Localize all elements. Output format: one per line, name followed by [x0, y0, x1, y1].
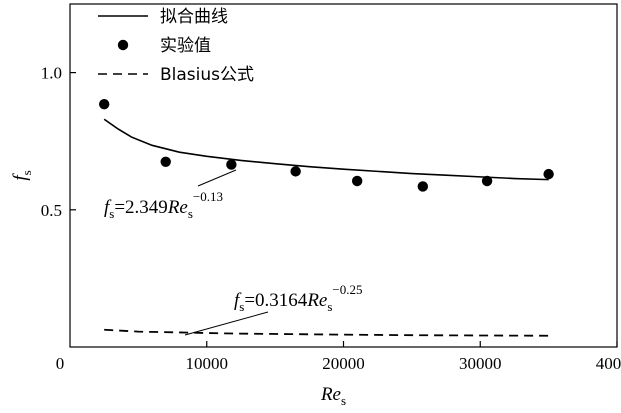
fit-equation-f: f [104, 197, 112, 218]
fit-equation-re-sub: s [188, 206, 193, 221]
blasius-equation: fs=0.3164Res−0.25 [234, 282, 363, 314]
legend-swatch-marker [117, 39, 129, 51]
legend-label: 实验值 [160, 36, 211, 56]
experimental-point [290, 166, 301, 177]
experimental-point [98, 98, 110, 110]
blasius-equation-f: f [234, 290, 242, 311]
y-axis-label: fs [10, 170, 34, 180]
fit-equation-f-sub: s [109, 206, 114, 221]
y-axis-label-sub: s [19, 170, 34, 175]
y-tick-label: 1.0 [41, 64, 62, 83]
x-tick-label: 10000 [186, 354, 229, 373]
blasius-dashed-line [104, 328, 549, 337]
fit-equation: fs=2.349Res−0.13 [104, 189, 223, 221]
blasius-equation-exp: −0.25 [332, 282, 362, 297]
legend-label: 拟合曲线 [160, 7, 228, 27]
legend-label: Blasius公式 [160, 65, 254, 85]
experimental-point [351, 175, 363, 187]
x-tick-label: 30000 [459, 354, 502, 373]
x-tick-label: 20000 [322, 354, 365, 373]
blasius-equation-re: Re [306, 290, 327, 311]
x-axis-label: Res [320, 384, 346, 408]
axis-ticks: 10000 20000 30000 40000 0.5 1.0 [41, 64, 621, 373]
fit-equation-exp: −0.13 [193, 189, 223, 204]
experimental-point [543, 168, 554, 180]
experimental-point [417, 181, 429, 192]
experimental-point [481, 175, 493, 187]
experimental-point [160, 156, 171, 167]
y-axis-label-main: f [10, 173, 31, 181]
fit-equation-re: Re [167, 197, 188, 218]
blasius-equation-re-sub: s [327, 299, 332, 314]
x-axis-label-main: Re [320, 384, 341, 405]
fit-curve-line [103, 118, 549, 181]
y-tick-label: 0.5 [41, 201, 62, 220]
blasius-equation-leader-line [184, 311, 269, 336]
blasius-equation-f-sub: s [239, 299, 244, 314]
experimental-point [226, 159, 237, 170]
series-layer [98, 98, 554, 337]
x-axis-label-sub: s [341, 393, 346, 408]
blasius-equation-eq: =0.3164 [244, 290, 307, 311]
origin-label: 0 [56, 354, 65, 373]
x-tick-label: 40000 [596, 354, 621, 373]
fit-equation-eq: =2.349 [114, 197, 167, 218]
fit-equation-leader-line [197, 169, 237, 187]
